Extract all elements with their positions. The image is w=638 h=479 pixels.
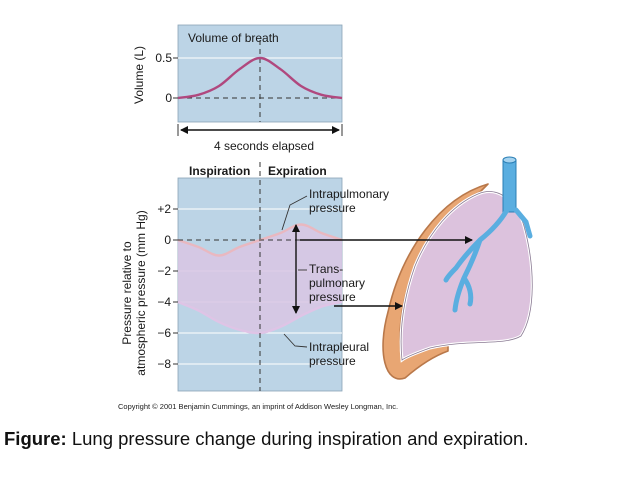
- transpulmonary-label-line2: pulmonary: [309, 276, 365, 290]
- pressure-tick-label: −4: [157, 295, 171, 309]
- intrapulmonary-label-line2: pressure: [309, 201, 356, 215]
- figure-caption: Figure: Lung pressure change during insp…: [4, 428, 528, 450]
- pressure-chart: Inspiration Expiration +2 0 −2 −4 −6 −8 Press…: [120, 162, 389, 392]
- caption-text: Lung pressure change during inspiration …: [66, 428, 529, 449]
- volume-chart-title: Volume of breath: [188, 31, 279, 45]
- elapsed-time-label: 4 seconds elapsed: [214, 139, 314, 153]
- intrapleural-label-line1: Intrapleural: [309, 340, 369, 354]
- transpulmonary-label-line3: pressure: [309, 290, 356, 304]
- lung-lobe-outline: [400, 191, 533, 361]
- pressure-tick-label: 0: [164, 233, 171, 247]
- intrapulmonary-label-line1: Intrapulmonary: [309, 187, 389, 201]
- caption-bold-label: Figure:: [4, 428, 67, 449]
- phase-label-expiration: Expiration: [268, 164, 327, 178]
- transpulmonary-label-line1: Trans-: [309, 262, 343, 276]
- pressure-y-axis-label-line1: Pressure relative to: [120, 241, 134, 345]
- lung-illustration: [300, 156, 534, 380]
- phase-label-inspiration: Inspiration: [189, 164, 250, 178]
- volume-y-axis-label: Volume (L): [132, 46, 146, 104]
- pressure-tick-label: −6: [157, 326, 171, 340]
- bronchial-tree: [443, 207, 533, 313]
- volume-tick-label: 0.5: [155, 51, 172, 65]
- pressure-tick-labels: +2 0 −2 −4 −6 −8: [157, 202, 178, 371]
- intrapleural-label-line2: pressure: [309, 354, 356, 368]
- volume-chart: Volume of breath 0.5 0 Volume (L) 4 seco…: [132, 24, 343, 153]
- intrapulmonary-leader: [281, 195, 308, 231]
- transpulmonary-region: [178, 224, 342, 334]
- pressure-tick-label: −8: [157, 357, 171, 371]
- pressure-y-axis-label-line2: atmospheric pressure (mm Hg): [134, 210, 148, 375]
- trachea: [502, 156, 517, 213]
- pressure-tick-label: −2: [157, 264, 171, 278]
- volume-series-line: [177, 56, 343, 100]
- pressure-tick-label: +2: [157, 202, 171, 216]
- copyright-text: Copyright © 2001 Benjamin Cummings, an i…: [118, 402, 398, 411]
- volume-tick-label: 0: [165, 91, 172, 105]
- intrapleural-leader: [283, 333, 308, 348]
